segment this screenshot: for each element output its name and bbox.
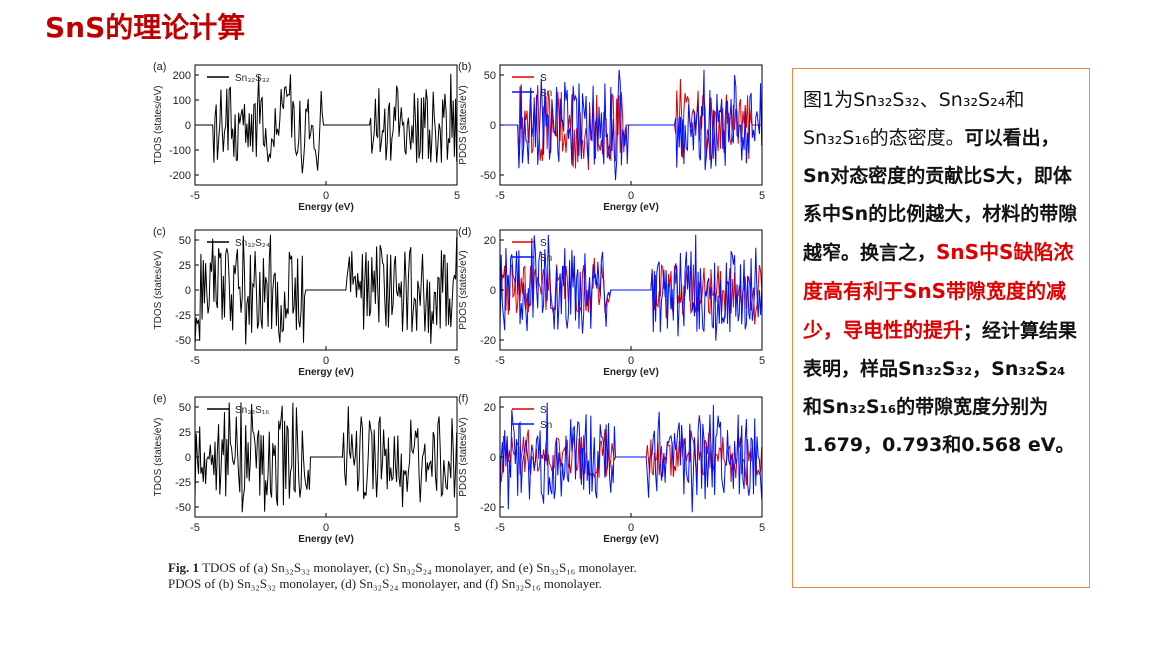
x-axis-label: Energy (eV) (298, 534, 354, 545)
x-tick-label: -5 (190, 190, 200, 202)
panel-label: (b) (458, 61, 471, 73)
x-tick-label: -5 (190, 522, 200, 534)
caption-fig-label: Fig. 1 (168, 560, 200, 575)
legend-label: Sn (540, 253, 552, 264)
y-tick-label: -50 (480, 170, 496, 182)
y-tick-label: 25 (179, 427, 191, 439)
y-tick-label: -200 (169, 170, 191, 182)
y-axis-label: PDOS (states/eV) (458, 417, 469, 496)
y-tick-label: 20 (484, 235, 496, 247)
series-line-sn₃₂s₁₆ (194, 402, 458, 513)
series-line-sn₃₂s₂₄ (194, 234, 458, 346)
y-tick-label: -100 (169, 145, 191, 157)
dos-chart-4: (d) 20 0 -20 -5 0 5 Energy (eV) PDOS (states/eV)… (458, 226, 765, 378)
desc-intro: 图1为Sn₃₂S₃₂、Sn₃₂S₂₄和Sn₃₂S₁₆的态密度。 (803, 89, 1025, 149)
legend-label: S (540, 238, 547, 249)
y-tick-label: 50 (484, 70, 496, 82)
y-tick-label: 100 (173, 95, 191, 107)
x-tick-label: 0 (323, 522, 329, 534)
y-tick-label: -20 (480, 335, 496, 347)
x-tick-label: 0 (628, 190, 634, 202)
y-tick-label: 0 (185, 120, 191, 132)
y-axis-label: TDOS (states/eV) (153, 418, 164, 497)
panel-f: (f) 20 0 -20 -5 0 5 Energy (eV) PDOS (states/eV)… (455, 392, 765, 552)
series-line-sn (500, 69, 763, 181)
panel-b: (b) 50 0 -50 -5 0 5 Energy (eV) PDOS (states/eV)… (455, 60, 765, 220)
y-axis-label: TDOS (states/eV) (153, 86, 164, 165)
y-axis-label: PDOS (states/eV) (458, 250, 469, 329)
y-tick-label: -20 (480, 502, 496, 514)
dos-chart-6: (f) 20 0 -20 -5 0 5 Energy (eV) PDOS (states/eV)… (458, 393, 765, 545)
x-axis-label: Energy (eV) (603, 202, 659, 213)
panel-label: (f) (458, 393, 468, 405)
panel-a: (a) 200 100 0 -100 -200 -5 0 5 Energy (eV) TDOS (s… (150, 60, 460, 220)
y-tick-label: 50 (179, 402, 191, 414)
legend-label: Sn₃₂S₃₂ (235, 73, 270, 84)
dos-chart-1: (a) 200 100 0 -100 -200 -5 0 5 Energy (eV) TDOS (s… (153, 61, 460, 213)
x-tick-label: 5 (454, 522, 460, 534)
panel-label: (d) (458, 226, 471, 238)
x-tick-label: 5 (759, 355, 765, 367)
y-tick-label: 25 (179, 260, 191, 272)
series-line-sn (499, 234, 763, 341)
legend-label: S (540, 405, 547, 416)
panel-label: (c) (153, 226, 166, 238)
panel-label: (e) (153, 393, 166, 405)
x-tick-label: 0 (628, 355, 634, 367)
x-tick-label: 5 (759, 522, 765, 534)
panel-c: (c) 50 25 0 -25 -50 -5 0 5 Energy (eV) TDOS (state… (150, 225, 460, 385)
y-tick-label: -50 (175, 335, 191, 347)
y-tick-label: 50 (179, 235, 191, 247)
x-tick-label: -5 (495, 355, 505, 367)
x-axis-label: Energy (eV) (603, 367, 659, 378)
y-tick-label: 0 (185, 452, 191, 464)
legend-label: Sn₃₂S₁₆ (235, 405, 269, 416)
x-tick-label: -5 (190, 355, 200, 367)
x-axis-label: Energy (eV) (298, 202, 354, 213)
x-tick-label: 5 (454, 190, 460, 202)
x-tick-label: 5 (759, 190, 765, 202)
series-line-sn (499, 402, 763, 513)
caption-line2: PDOS of (b) Sn₃₂S₃₂ monolayer, (d) Sn₃₂S… (168, 576, 602, 591)
panel-e: (e) 50 25 0 -25 -50 -5 0 5 Energy (eV) TDOS (state… (150, 392, 460, 552)
y-tick-label: -50 (175, 502, 191, 514)
y-tick-label: -25 (175, 310, 191, 322)
x-tick-label: 0 (323, 355, 329, 367)
series-line-s (499, 257, 763, 325)
desc-result: ；经计算结果表明，样品Sn₃₂S₃₂，Sn₃₂S₂₄和Sn₃₂S₁₆的带隙宽度分… (803, 320, 1078, 456)
panel-label: (a) (153, 61, 166, 73)
y-tick-label: 0 (185, 285, 191, 297)
x-axis-label: Energy (eV) (603, 534, 659, 545)
y-tick-label: 0 (490, 452, 496, 464)
slide-title: SnS的理论计算 (45, 11, 246, 44)
x-axis-label: Energy (eV) (298, 367, 354, 378)
y-tick-label: 0 (490, 285, 496, 297)
desc-emphasis: SnS中S缺陷浓度高有利于SnS带隙宽度的减少，导电性的提升 (803, 240, 1074, 342)
x-tick-label: 0 (323, 190, 329, 202)
caption-line1: TDOS of (a) Sn₃₂S₃₂ monolayer, (c) Sn₃₂S… (199, 560, 637, 575)
y-tick-label: 200 (173, 70, 191, 82)
y-tick-label: 0 (490, 120, 496, 132)
description-box: 图1为Sn₃₂S₃₂、Sn₃₂S₂₄和Sn₃₂S₁₆的态密度。可以看出，Sn对态… (792, 68, 1090, 588)
series-line-sn₃₂s₃₂ (195, 73, 458, 174)
y-tick-label: 20 (484, 402, 496, 414)
legend-label: Sn (540, 88, 552, 99)
figure-caption: Fig. 1 TDOS of (a) Sn₃₂S₃₂ monolayer, (c… (168, 560, 768, 592)
desc-observation: 可以看出，Sn对态密度的贡献比S大，即体系中Sn的比例越大，材料的带隙越窄。换言… (803, 127, 1078, 264)
x-tick-label: 0 (628, 522, 634, 534)
legend-label: Sn (540, 420, 552, 431)
y-axis-label: PDOS (states/eV) (458, 85, 469, 164)
y-tick-label: -25 (175, 477, 191, 489)
dos-figure: (a) 200 100 0 -100 -200 -5 0 5 Energy (eV) TDOS (s… (150, 60, 770, 605)
y-axis-label: TDOS (states/eV) (153, 251, 164, 330)
panel-d: (d) 20 0 -20 -5 0 5 Energy (eV) PDOS (states/eV)… (455, 225, 765, 385)
legend-label: Sn₃₂S₂₄ (235, 238, 270, 249)
x-tick-label: -5 (495, 190, 505, 202)
x-tick-label: -5 (495, 522, 505, 534)
x-tick-label: 5 (454, 355, 460, 367)
legend-label: S (540, 73, 547, 84)
